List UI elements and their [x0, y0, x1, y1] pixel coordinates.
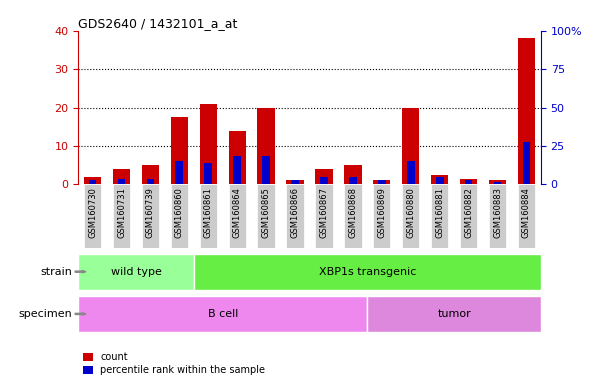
Bar — [378, 180, 386, 184]
Bar — [84, 177, 102, 184]
Bar — [118, 179, 126, 184]
Bar — [431, 175, 448, 184]
Text: XBP1s transgenic: XBP1s transgenic — [319, 266, 416, 277]
Bar — [436, 177, 444, 184]
Text: GSM160868: GSM160868 — [349, 187, 358, 238]
Bar — [489, 180, 506, 184]
Text: GSM160884: GSM160884 — [522, 187, 531, 238]
FancyBboxPatch shape — [489, 184, 506, 248]
Bar — [113, 169, 130, 184]
FancyBboxPatch shape — [344, 184, 362, 248]
Bar — [175, 161, 183, 184]
Bar — [147, 179, 154, 184]
Text: GSM160866: GSM160866 — [290, 187, 299, 238]
Text: GSM160881: GSM160881 — [435, 187, 444, 238]
Text: GSM160731: GSM160731 — [117, 187, 126, 238]
Bar — [287, 180, 304, 184]
Bar — [344, 165, 362, 184]
Bar — [517, 38, 535, 184]
Text: GSM160730: GSM160730 — [88, 187, 97, 238]
Text: tumor: tumor — [438, 309, 471, 319]
Bar — [233, 156, 241, 184]
Text: GSM160883: GSM160883 — [493, 187, 502, 238]
Bar — [320, 177, 328, 184]
Bar — [465, 180, 472, 184]
FancyBboxPatch shape — [194, 253, 541, 290]
FancyBboxPatch shape — [373, 184, 391, 248]
Text: GSM160739: GSM160739 — [146, 187, 155, 238]
Bar — [316, 169, 333, 184]
Bar — [460, 179, 477, 184]
Bar — [493, 182, 501, 184]
Bar — [171, 117, 188, 184]
Bar — [349, 177, 357, 184]
Bar — [373, 180, 391, 184]
Text: strain: strain — [40, 266, 72, 277]
FancyBboxPatch shape — [113, 184, 130, 248]
Legend: count, percentile rank within the sample: count, percentile rank within the sample — [83, 353, 266, 375]
FancyBboxPatch shape — [171, 184, 188, 248]
FancyBboxPatch shape — [431, 184, 448, 248]
Text: specimen: specimen — [19, 309, 72, 319]
Bar — [402, 108, 419, 184]
Text: GDS2640 / 1432101_a_at: GDS2640 / 1432101_a_at — [78, 17, 237, 30]
FancyBboxPatch shape — [460, 184, 477, 248]
Bar — [291, 180, 299, 184]
Bar — [89, 180, 97, 184]
Text: GSM160867: GSM160867 — [320, 187, 329, 238]
Text: GSM160860: GSM160860 — [175, 187, 184, 238]
Bar — [407, 161, 415, 184]
FancyBboxPatch shape — [78, 296, 367, 332]
FancyBboxPatch shape — [402, 184, 419, 248]
Bar — [228, 131, 246, 184]
FancyBboxPatch shape — [142, 184, 159, 248]
FancyBboxPatch shape — [84, 184, 101, 248]
FancyBboxPatch shape — [316, 184, 333, 248]
Text: GSM160882: GSM160882 — [464, 187, 473, 238]
Text: wild type: wild type — [111, 266, 162, 277]
Text: GSM160861: GSM160861 — [204, 187, 213, 238]
FancyBboxPatch shape — [228, 184, 246, 248]
FancyBboxPatch shape — [286, 184, 304, 248]
Bar — [142, 165, 159, 184]
FancyBboxPatch shape — [78, 253, 194, 290]
Text: B cell: B cell — [207, 309, 238, 319]
FancyBboxPatch shape — [367, 296, 541, 332]
FancyBboxPatch shape — [200, 184, 217, 248]
Bar — [262, 156, 270, 184]
Text: GSM160865: GSM160865 — [261, 187, 270, 238]
Text: GSM160869: GSM160869 — [377, 187, 386, 238]
Text: GSM160864: GSM160864 — [233, 187, 242, 238]
Bar — [522, 142, 530, 184]
FancyBboxPatch shape — [517, 184, 535, 248]
FancyBboxPatch shape — [257, 184, 275, 248]
Bar — [200, 104, 217, 184]
Bar — [204, 163, 212, 184]
Text: GSM160880: GSM160880 — [406, 187, 415, 238]
Bar — [257, 108, 275, 184]
